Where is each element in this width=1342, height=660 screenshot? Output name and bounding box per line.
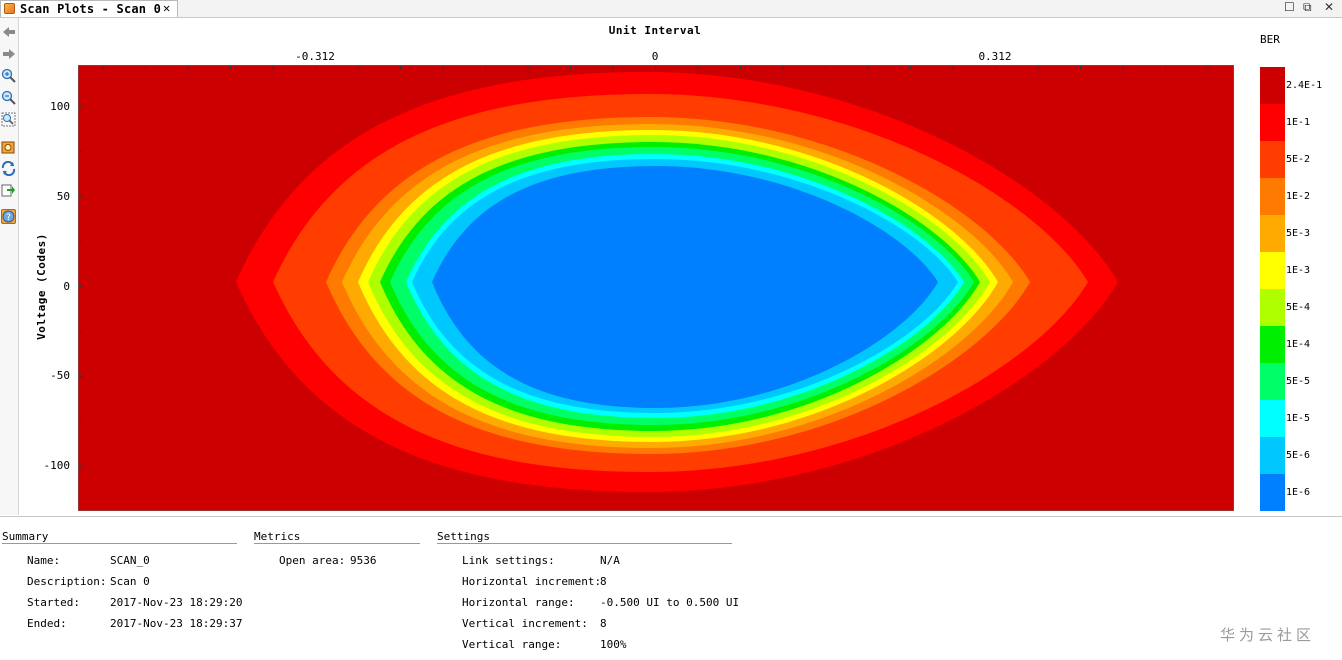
summary-name-value: SCAN_0 [110,554,150,567]
zoom-out-icon[interactable] [1,90,16,105]
settings-v-increment-value: 8 [600,617,607,630]
summary-description-label: Description: [27,575,107,588]
colorbar-label: 1E-5 [1286,413,1311,424]
settings-link-value: N/A [600,554,620,567]
summary-ended-value: 2017-Nov-23 18:29:37 [110,617,243,630]
help-icon[interactable]: ? [1,209,16,224]
settings-h-range-label: Horizontal range: [462,596,575,609]
y-tick-label: -100 [43,459,71,472]
colorbar-label: 1E-2 [1286,191,1311,202]
settings-h-range-value: -0.500 UI to 0.500 UI [600,596,740,609]
colorbar-segment [1260,252,1285,289]
colorbar-segment [1260,141,1285,178]
colorbar-segment [1260,289,1285,326]
y-tick-label: 50 [56,190,70,203]
eye-scan-contour-plot[interactable] [78,65,1234,511]
maximize-icon[interactable]: ☐ [1284,0,1295,14]
ber-colorbar [1260,67,1285,511]
colorbar-segment [1260,67,1285,104]
colorbar-segment [1260,437,1285,474]
colorbar-label: 5E-6 [1286,450,1311,461]
summary-started-value: 2017-Nov-23 18:29:20 [110,596,243,609]
summary-description-value: Scan 0 [110,575,150,588]
colorbar-label: 1E-4 [1286,339,1311,350]
close-window-icon[interactable]: ✕ [1324,0,1335,14]
metrics-open-area-value: 9536 [350,554,377,567]
colorbar-label: 1E-6 [1286,487,1311,498]
plot-title: Unit Interval [608,24,702,37]
settings-title: Settings [437,530,732,544]
x-tick-label: 0 [651,50,659,63]
colorbar-segment [1260,474,1285,511]
settings-v-range-value: 100% [600,638,627,651]
settings-v-increment-label: Vertical increment: [462,617,588,630]
export-image-icon[interactable] [1,140,16,155]
tab-scan-plots[interactable]: Scan Plots - Scan 0 ✕ [0,0,178,17]
colorbar-label: 5E-5 [1286,376,1311,387]
metrics-open-area-label: Open area: [279,554,346,567]
export-data-icon[interactable] [1,182,16,197]
plot-toolbar: ? [0,18,19,515]
settings-h-increment-value: 8 [600,575,607,588]
scan-info-panel: Summary Name: SCAN_0 Description: Scan 0… [0,516,1342,660]
tab-close-icon[interactable]: ✕ [163,1,171,15]
y-tick-label: -50 [50,369,70,382]
colorbar-label: 2.4E-1 [1286,80,1323,91]
colorbar-segment [1260,363,1285,400]
scan-plot-icon [4,3,15,14]
colorbar-title: BER [1260,33,1280,46]
svg-text:?: ? [6,213,11,223]
colorbar-segment [1260,215,1285,252]
watermark: 华为云社区 [1220,626,1316,644]
colorbar-label: 5E-3 [1286,228,1311,239]
colorbar-label: 1E-3 [1286,265,1311,276]
summary-title: Summary [2,530,237,544]
ber-contour-region [432,166,938,408]
colorbar-label: 5E-2 [1286,154,1311,165]
y-tick-label: 100 [50,100,70,113]
summary-started-label: Started: [27,596,80,609]
colorbar-label: 5E-4 [1286,302,1311,313]
zoom-fit-icon[interactable] [1,112,16,127]
forward-icon[interactable] [1,47,16,62]
float-window-icon[interactable]: ⧉ [1303,0,1312,14]
tab-bar: Scan Plots - Scan 0 ✕ ☐ ⧉ ✕ [0,0,1342,18]
colorbar-label: 1E-1 [1286,117,1311,128]
zoom-in-icon[interactable] [1,68,16,83]
summary-ended-label: Ended: [27,617,67,630]
colorbar-segment [1260,400,1285,437]
y-tick-label: 0 [63,280,70,293]
colorbar-segment [1260,178,1285,215]
settings-v-range-label: Vertical range: [462,638,562,651]
x-tick-label: 0.312 [978,50,1012,63]
metrics-title: Metrics [254,530,420,544]
refresh-icon[interactable] [1,160,16,177]
back-icon[interactable] [1,25,16,40]
colorbar-segment [1260,326,1285,363]
settings-h-increment-label: Horizontal increment: [462,575,602,588]
x-tick-label: -0.312 [295,50,335,63]
colorbar-segment [1260,104,1285,141]
settings-link-label: Link settings: [462,554,555,567]
tab-title: Scan Plots - Scan 0 [20,2,162,16]
summary-name-label: Name: [27,554,61,567]
